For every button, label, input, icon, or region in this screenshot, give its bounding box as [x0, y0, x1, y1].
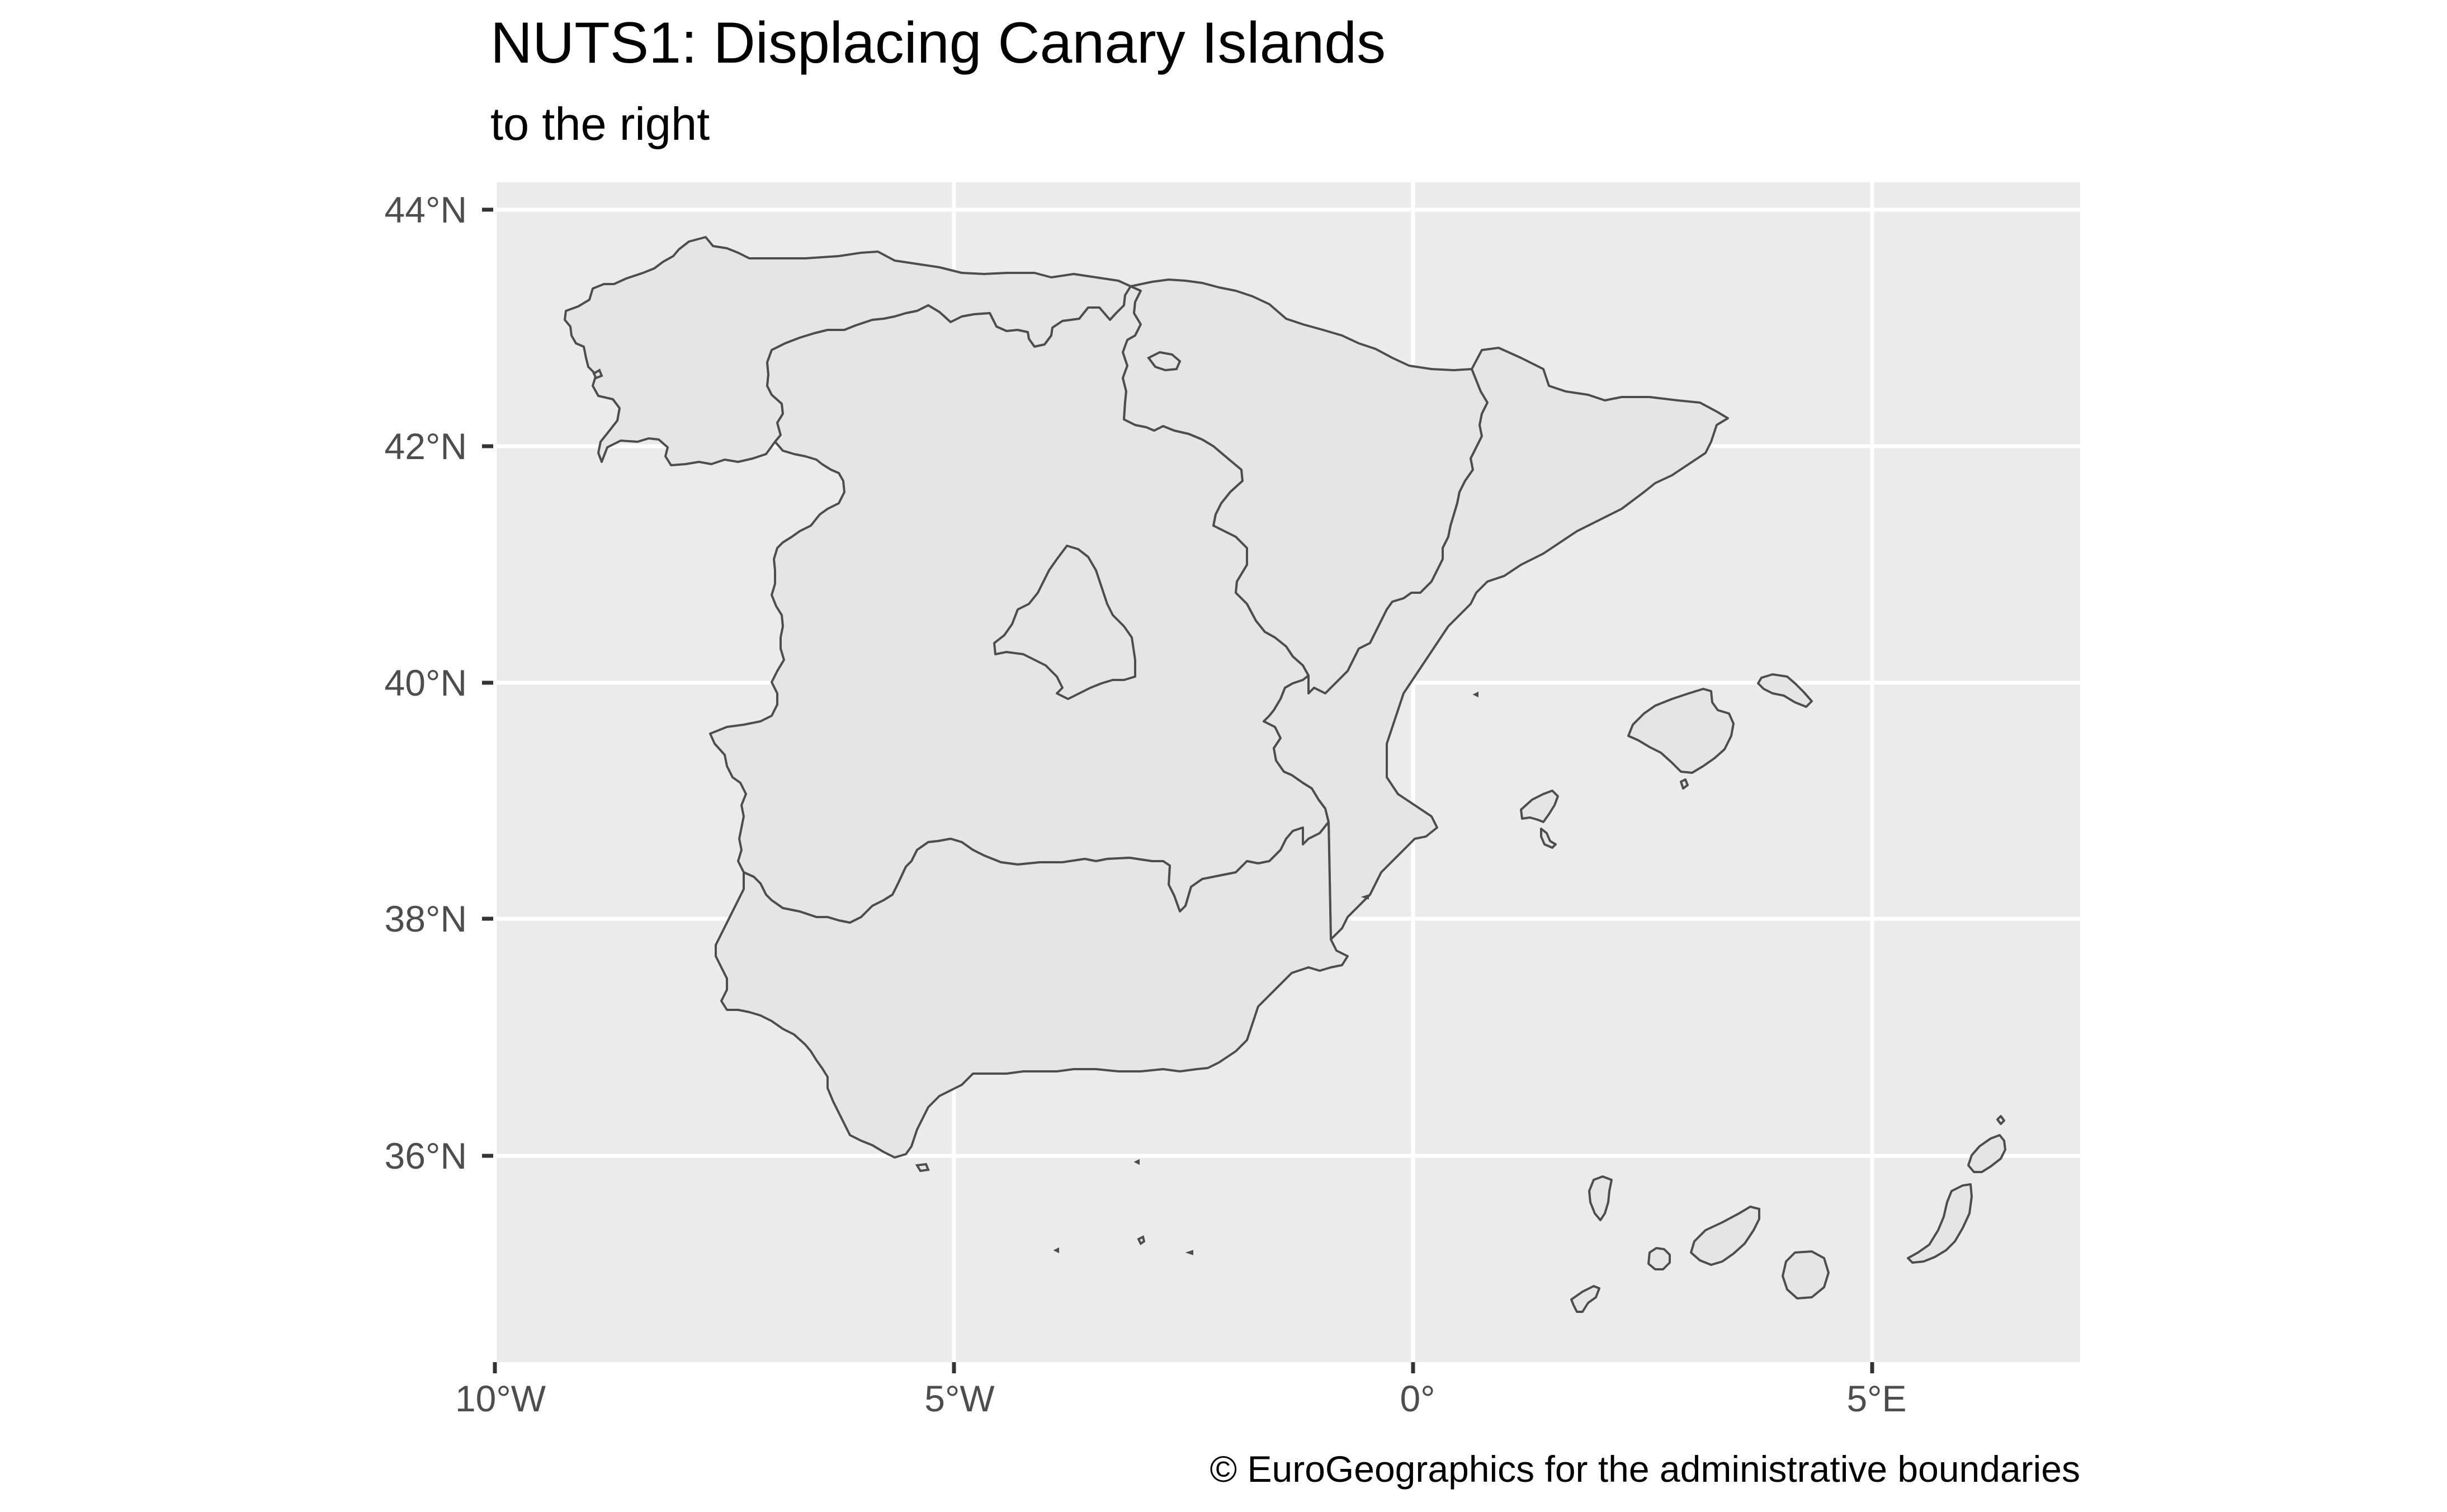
x-axis: 10°W 5°W 0° 5°E: [455, 1362, 1907, 1419]
islet-galicia: [592, 368, 603, 380]
y-tick-label-42n: 42°N: [385, 426, 467, 467]
region-madrid: [993, 545, 1136, 700]
x-tick-label-0: 0°: [1400, 1378, 1435, 1419]
islet-alboran: [1133, 1159, 1140, 1165]
y-tick-label-44n: 44°N: [385, 189, 467, 230]
islet-chafarinas: [1137, 1235, 1146, 1245]
region-east: [1263, 347, 1729, 941]
x-tick-label-10w: 10°W: [455, 1378, 546, 1419]
region-canary-lanzarote: [1967, 1134, 2006, 1173]
islet-basque: [1146, 351, 1182, 372]
x-tick-label-5e: 5°E: [1846, 1378, 1906, 1419]
region-canary-el-hierro: [1570, 1285, 1600, 1313]
region-mallorca: [1627, 688, 1735, 774]
region-canary-tenerife: [1690, 1206, 1760, 1266]
y-axis: 44°N 42°N 40°N 38°N 36°N: [385, 189, 493, 1176]
y-tick-label-38n: 38°N: [385, 898, 467, 939]
islet-columbretes: [1472, 691, 1478, 698]
islet-velez: [1185, 1250, 1193, 1255]
x-tick-label-5w: 5°W: [924, 1378, 995, 1419]
chart-title: NUTS1: Displacing Canary Islands: [490, 11, 1386, 75]
islet-tabarca: [1361, 894, 1369, 900]
islet-tarifa: [915, 1163, 930, 1173]
region-canary-la-palma: [1588, 1175, 1613, 1221]
region-canary-la-gomera: [1647, 1247, 1671, 1270]
region-cabrera: [1680, 778, 1689, 790]
region-canary-gran-canaria: [1782, 1250, 1830, 1300]
region-canary-lalena: [1996, 1115, 2005, 1125]
chart-subtitle: to the right: [490, 98, 710, 150]
region-menorca: [1757, 673, 1813, 708]
region-south: [715, 821, 1349, 1159]
islet-alhucemas: [1053, 1247, 1059, 1254]
map-regions: [564, 236, 2006, 1313]
chart-caption: © EuroGeographics for the administrative…: [1210, 1448, 2080, 1490]
region-canary-fuerteventura: [1907, 1183, 1973, 1264]
y-tick-label-36n: 36°N: [385, 1135, 467, 1176]
region-ibiza: [1520, 790, 1559, 823]
y-tick-label-40n: 40°N: [385, 662, 467, 703]
region-formentera: [1540, 828, 1557, 849]
